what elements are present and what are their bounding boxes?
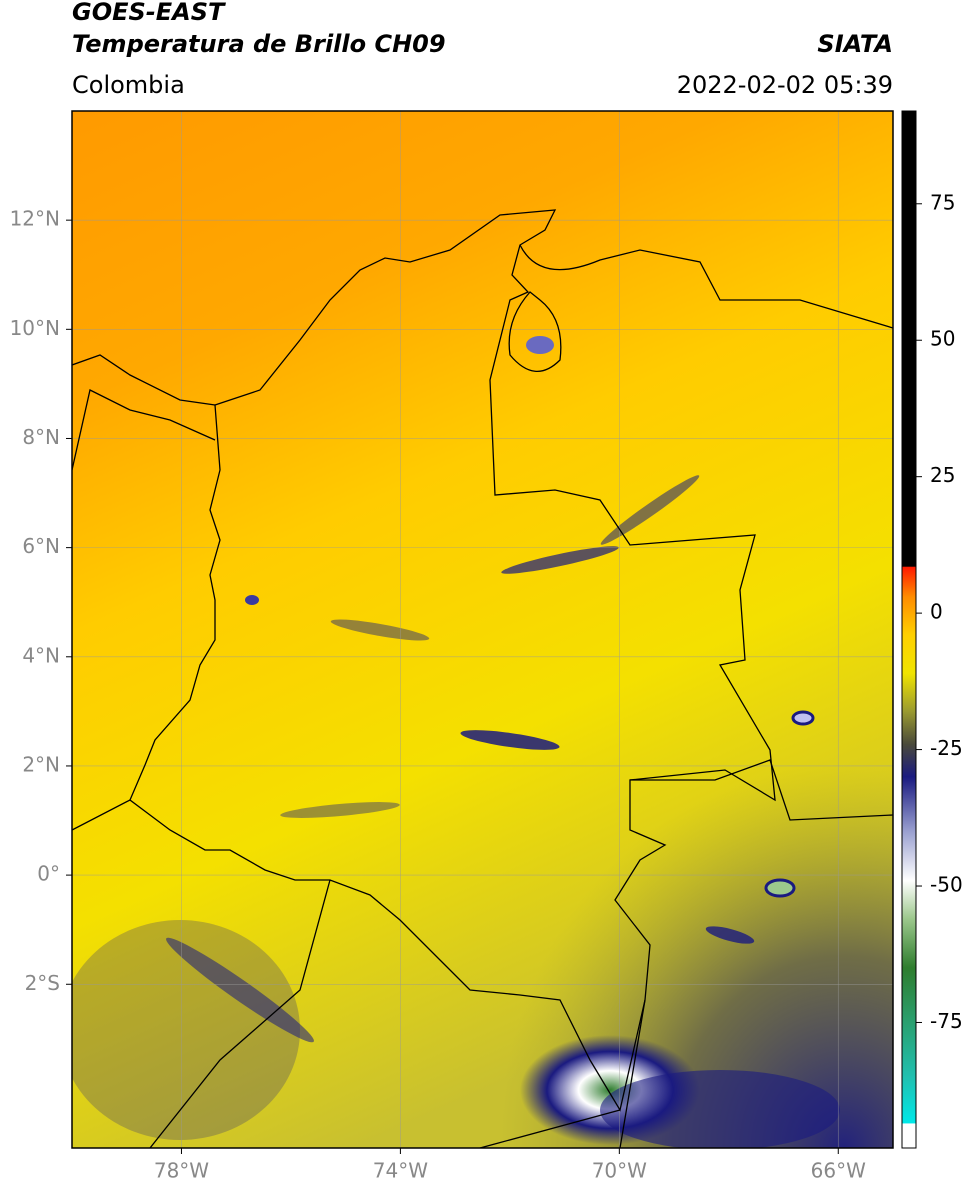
map-frame [71,110,894,1149]
colombia-border [129,209,776,1112]
colorbar-tick-label: -50 [930,873,963,897]
colorbar-tick-label: 0 [930,600,943,624]
datetime: 2022-02-02 05:39 [677,71,893,99]
panama [72,354,216,471]
y-tick-label: 4°N [22,643,60,667]
y-tick-label: 12°N [10,207,60,231]
map-image [72,111,893,1148]
region: Colombia [72,71,185,99]
ecuador-peru [72,799,621,1148]
colorbar-tick-label: 50 [930,327,955,351]
boundaries [72,209,893,1148]
colorbar-tick-label: 75 [930,190,955,214]
y-tick-label: 8°N [22,425,60,449]
y-tick-label: 6°N [22,534,60,558]
x-tick-label: 70°W [592,1159,647,1183]
y-tick-label: 2°S [25,971,60,995]
colorbar-tick-label: -75 [930,1009,963,1033]
ticks: 78°W 74°W 70°W 66°W 12°N 10°N 8°N 6°N 4°N 2°N 0° 2°… [10,190,963,1182]
subtitle: Temperatura de Brillo CH09 [72,30,446,58]
x-tick-label: 78°W [154,1159,209,1183]
y-tick-label: 0° [37,862,60,886]
x-tick-label: 74°W [373,1159,428,1183]
grid [72,111,893,1148]
colorbar-tick-label: 25 [930,463,955,487]
brazil-venezuela [619,759,893,1148]
y-tick-label: 10°N [10,316,60,340]
x-tick-label: 66°W [811,1159,866,1183]
colorbar [901,110,917,1149]
y-tick-label: 2°N [22,752,60,776]
colorbar-tick-label: -25 [930,736,963,760]
lake-maracaibo [508,291,562,373]
title: GOES-EAST [72,0,226,26]
venezuela-coast [519,244,893,329]
source: SIATA [817,30,893,58]
